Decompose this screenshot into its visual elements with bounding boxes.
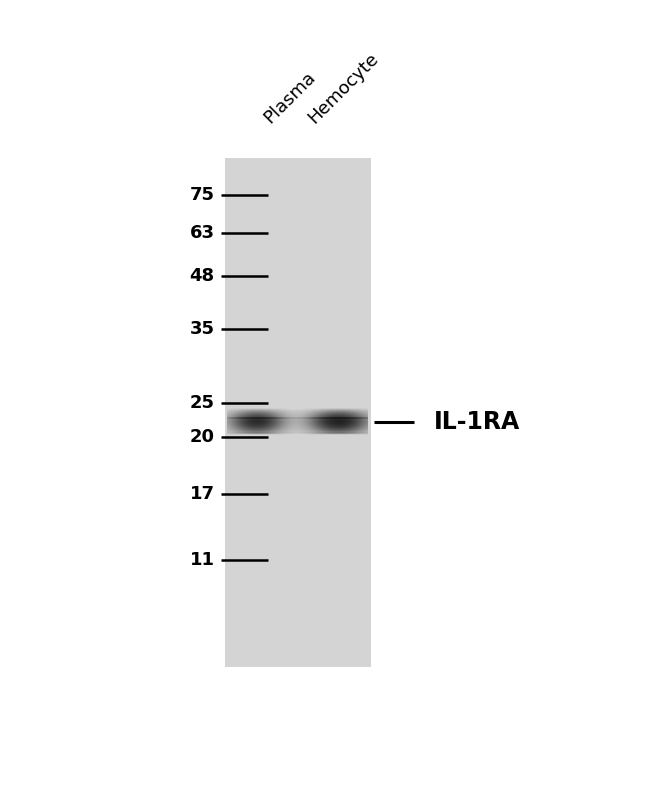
Text: 48: 48 [190, 268, 214, 285]
Text: Plasma: Plasma [260, 68, 318, 127]
Text: Hemocyte: Hemocyte [304, 50, 382, 127]
Text: 63: 63 [190, 224, 214, 242]
Text: 35: 35 [190, 320, 214, 338]
Text: 25: 25 [190, 394, 214, 413]
Text: 11: 11 [190, 551, 214, 569]
Text: 20: 20 [190, 429, 214, 446]
Text: 17: 17 [190, 485, 214, 503]
Bar [225, 158, 371, 666]
Text: 75: 75 [190, 186, 214, 203]
Text: IL-1RA: IL-1RA [434, 410, 520, 434]
